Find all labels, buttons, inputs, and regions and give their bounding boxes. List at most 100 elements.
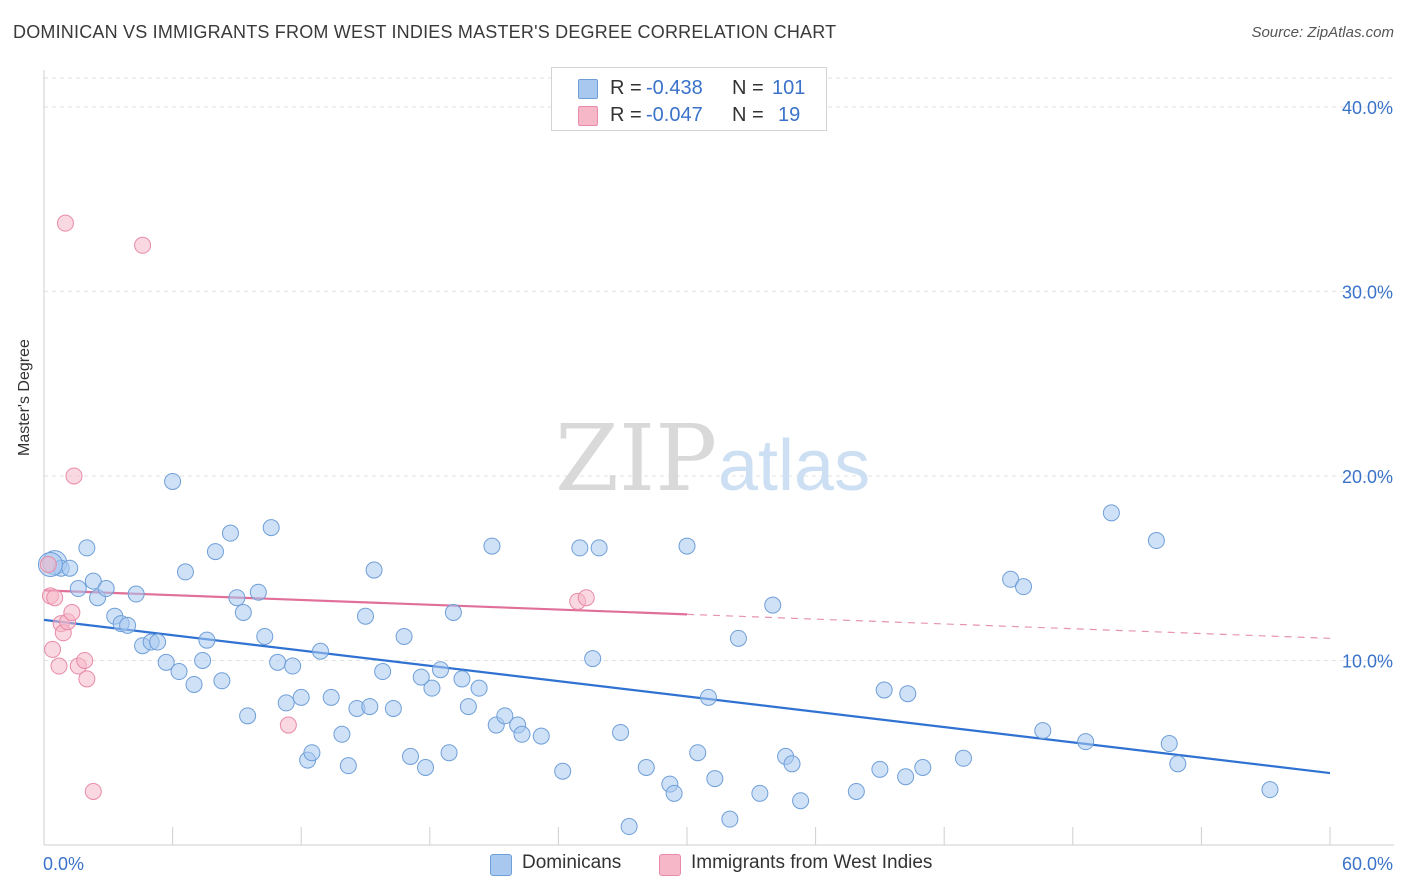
data-point (46, 589, 64, 607)
data-point (620, 818, 638, 836)
data-point (213, 672, 231, 690)
axes (43, 70, 1394, 846)
data-point (311, 642, 329, 660)
data-point (532, 727, 550, 745)
y-tick-label: 40.0% (1342, 98, 1393, 118)
data-point (1261, 781, 1279, 799)
data-point (234, 604, 252, 621)
data-point (44, 640, 62, 658)
data-point (206, 543, 224, 561)
y-axis-label: Master's Degree (16, 339, 33, 456)
data-point (365, 561, 383, 579)
watermark-zip: ZIP (555, 405, 717, 512)
data-point (584, 650, 602, 668)
data-point (374, 663, 392, 681)
data-point (61, 559, 79, 577)
n-value: 19 (778, 104, 801, 126)
data-point (1169, 755, 1187, 773)
data-point (764, 596, 782, 614)
data-point (417, 759, 435, 776)
data-point (423, 679, 441, 697)
data-point (1160, 735, 1178, 753)
data-point (1034, 722, 1052, 740)
data-point (897, 768, 915, 786)
tick-labels: 10.0% 20.0% 30.0% 40.0% 0.0% 60.0% (43, 98, 1393, 874)
data-point (513, 725, 531, 743)
data-point (432, 661, 450, 679)
data-point (751, 784, 769, 802)
correlation-legend: R = -0.438 N = 101 R = -0.047 N = 19 (551, 67, 827, 131)
data-point (395, 627, 413, 645)
data-point (134, 236, 152, 254)
n-value: 101 (772, 77, 806, 99)
data-point (453, 670, 471, 688)
y-tick-label: 20.0% (1342, 467, 1393, 487)
legend-label-dominicans: Dominicans (522, 852, 622, 873)
watermark: ZIP atlas (555, 405, 870, 512)
data-point (78, 539, 96, 557)
data-point (284, 657, 302, 675)
data-point (384, 699, 402, 717)
data-point (783, 755, 801, 773)
data-point (721, 810, 739, 828)
data-point (554, 762, 572, 780)
data-point (249, 583, 267, 601)
data-point (678, 537, 696, 555)
data-point (914, 759, 932, 776)
data-point (84, 572, 102, 590)
data-points (37, 214, 1279, 836)
data-point (63, 604, 81, 621)
y-tick-label: 10.0% (1342, 651, 1393, 671)
watermark-atlas: atlas (718, 426, 870, 506)
data-point (185, 675, 203, 693)
data-point (170, 663, 188, 681)
data-point (164, 472, 182, 490)
legend-item-west-indies: Immigrants from West Indies (659, 852, 959, 876)
data-point (729, 629, 747, 647)
data-point (402, 747, 420, 765)
data-point (69, 580, 87, 598)
data-point (1002, 570, 1020, 588)
trend-line (43, 618, 1331, 775)
data-point (665, 784, 683, 802)
trend-line (43, 589, 688, 616)
n-label: N = (732, 77, 764, 99)
data-point (361, 698, 379, 716)
data-point (792, 792, 810, 810)
data-point (228, 589, 246, 607)
data-point (483, 537, 501, 555)
data-point (847, 782, 865, 800)
data-point (1147, 532, 1165, 550)
x-tick-label: 60.0% (1342, 854, 1393, 874)
data-point (875, 681, 893, 699)
data-point (97, 580, 115, 598)
data-point (39, 556, 57, 574)
data-point (612, 723, 630, 741)
data-point (459, 698, 477, 716)
data-point (303, 744, 321, 762)
data-point (78, 670, 96, 688)
data-point (706, 770, 724, 788)
data-point (127, 585, 145, 603)
data-point (1102, 504, 1120, 522)
data-point (1015, 578, 1033, 596)
legend-label-west-indies: Immigrants from West Indies (691, 852, 933, 873)
legend-swatch-dominicans (490, 854, 512, 876)
data-point (590, 539, 608, 557)
data-point (221, 524, 239, 542)
data-point (149, 633, 167, 651)
data-point (333, 725, 351, 743)
data-point (357, 607, 374, 625)
data-point (339, 757, 357, 775)
x-tick-label: 0.0% (43, 854, 84, 874)
chart-title: DOMINICAN VS IMMIGRANTS FROM WEST INDIES… (13, 22, 837, 42)
data-point (637, 759, 655, 776)
data-point (65, 467, 83, 485)
data-point (50, 657, 68, 675)
data-point (954, 749, 972, 767)
data-point (571, 539, 589, 557)
data-point (194, 651, 212, 669)
y-tick-label: 30.0% (1342, 282, 1393, 302)
data-point (239, 707, 257, 725)
